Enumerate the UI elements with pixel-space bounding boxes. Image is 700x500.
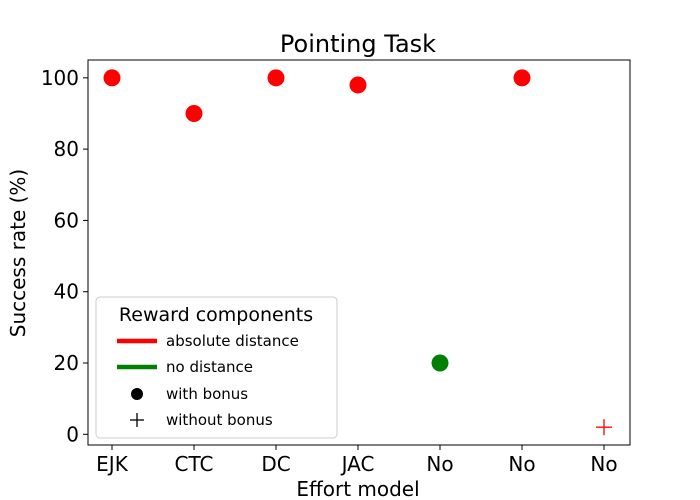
data-point [349,76,367,94]
legend-swatch [131,388,143,400]
x-tick-label: No [590,452,617,476]
legend-swatch [130,413,144,427]
y-tick-label: 40 [54,280,79,304]
x-tick-label: CTC [175,452,214,476]
legend-box [95,296,338,439]
x-tick-label: JAC [340,452,375,476]
legend-label: without bonus [166,411,273,429]
x-tick-label: No [508,452,535,476]
data-point [513,69,531,87]
x-tick-label: DC [261,452,290,476]
y-axis: 0 20 40 60 80 100 [41,66,88,446]
y-tick-label: 60 [54,208,79,232]
data-point [596,419,612,436]
legend-title: Reward components [119,304,313,326]
data-point [103,69,121,87]
x-axis: EJK CTC DC JAC No No No [96,445,618,476]
data-point [267,69,285,87]
y-tick-label: 20 [54,351,79,375]
legend-label: absolute distance [166,332,299,350]
x-tick-label: EJK [96,452,129,476]
y-axis-label: Success rate (%) [6,169,30,337]
x-axis-label: Effort model [296,477,419,500]
y-tick-label: 100 [41,66,79,90]
data-point [431,354,449,372]
data-point [185,104,203,122]
plot-area [87,59,631,446]
legend-label: with bonus [166,385,248,403]
y-tick-label: 80 [54,137,79,161]
y-tick-label: 0 [66,422,79,446]
data-points [103,69,612,436]
chart-title: Pointing Task [280,30,436,58]
legend: Reward components absolute distance no dis… [95,296,338,439]
x-tick-label: No [426,452,453,476]
legend-label: no distance [166,358,253,376]
